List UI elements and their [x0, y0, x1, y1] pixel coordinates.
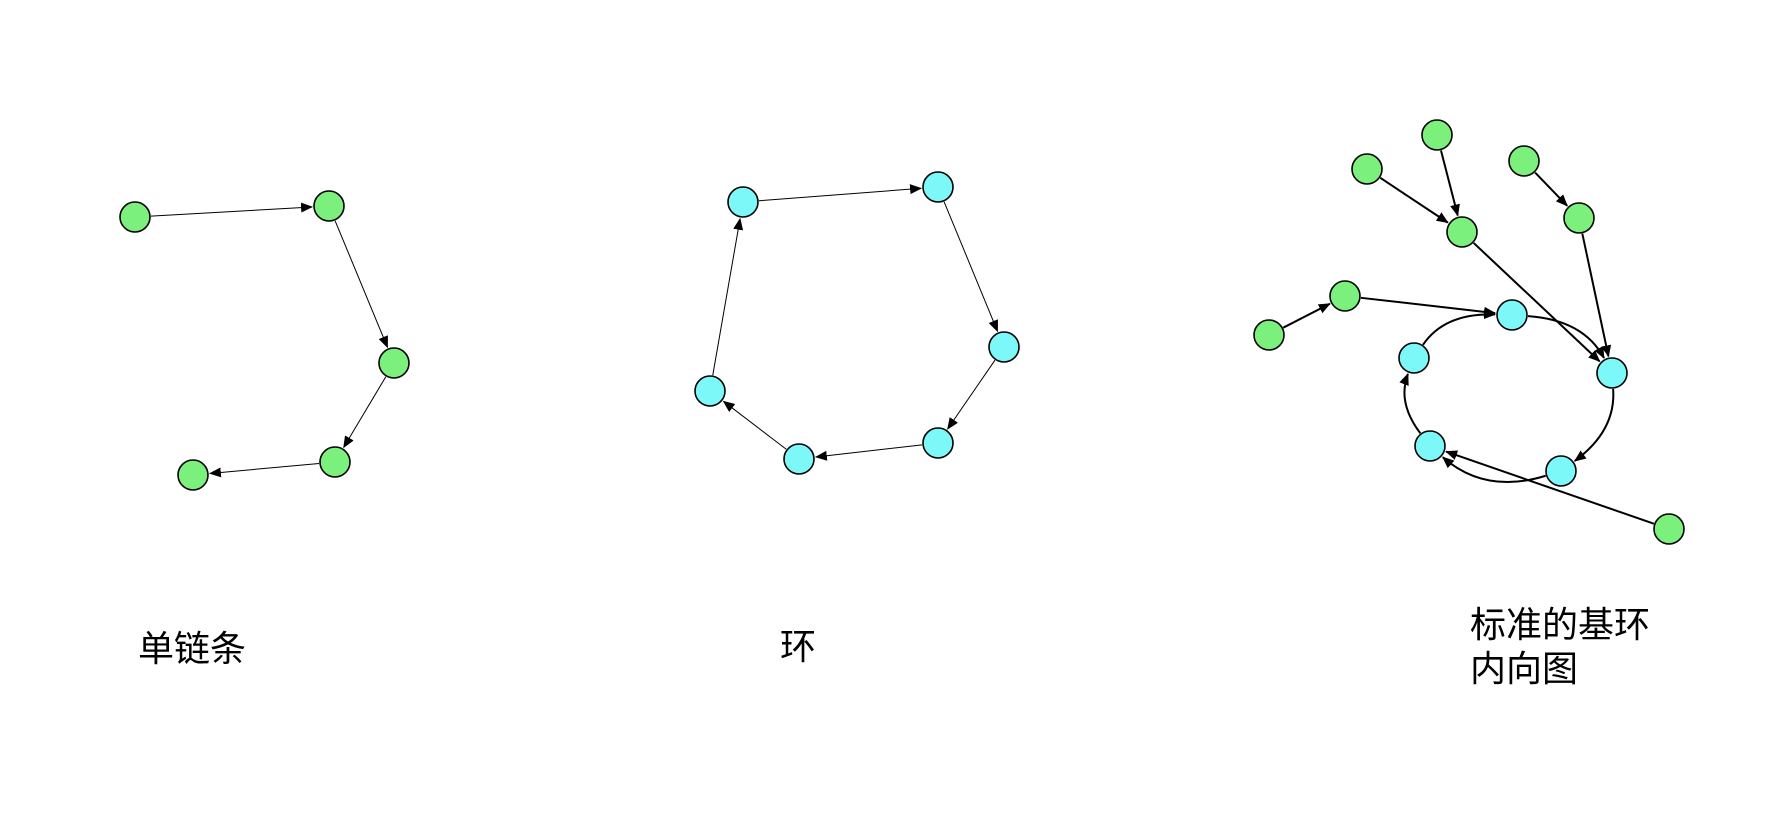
edges-layer — [150, 150, 1655, 525]
edge-cycle-b3-b4 — [947, 359, 996, 430]
node-pseudotree-c5 — [1398, 342, 1430, 374]
node-pseudotree-c1 — [1496, 299, 1528, 331]
edge-pseudotree-t4-c2 — [1472, 242, 1601, 363]
edge-pseudotree-t3-t4 — [1379, 177, 1449, 224]
edge-pseudotree-c2-c3 — [1573, 388, 1615, 462]
edge-pseudotree-c3-c4 — [1442, 456, 1547, 483]
caption-pseudotree: 标准的基环 内向图 — [1470, 605, 1651, 690]
nodes-layer — [119, 119, 1685, 545]
caption-cycle: 环 — [780, 627, 817, 668]
node-pseudotree-t7 — [1563, 202, 1595, 234]
node-pseudotree-c4 — [1414, 430, 1446, 462]
node-pseudotree-t4 — [1446, 216, 1478, 248]
edge-pseudotree-t8-c4 — [1445, 450, 1655, 525]
node-chain-a2 — [313, 190, 345, 222]
node-cycle-b6 — [694, 375, 726, 407]
edge-pseudotree-c1-c2 — [1527, 315, 1605, 359]
node-chain-a1 — [119, 201, 151, 233]
node-pseudotree-t8 — [1653, 513, 1685, 545]
node-pseudotree-t6 — [1508, 145, 1540, 177]
edge-pseudotree-t6-t7 — [1534, 171, 1568, 207]
edge-cycle-b6-b1 — [712, 217, 744, 376]
edge-pseudotree-t5-t4 — [1440, 150, 1460, 217]
edge-pseudotree-t7-c2 — [1581, 233, 1612, 358]
node-chain-a5 — [177, 459, 209, 491]
edge-pseudotree-t2-c1 — [1360, 296, 1497, 317]
edge-chain-a4-a5 — [208, 462, 320, 478]
edge-chain-a2-a3 — [334, 220, 388, 349]
node-pseudotree-c2 — [1596, 357, 1628, 389]
node-pseudotree-t5 — [1421, 119, 1453, 151]
caption-single-chain: 单链条 — [138, 629, 247, 670]
node-cycle-b3 — [988, 331, 1020, 363]
edge-pseudotree-c4-c5 — [1399, 372, 1422, 434]
node-pseudotree-c3 — [1545, 455, 1577, 487]
node-chain-a3 — [378, 347, 410, 379]
edge-pseudotree-c5-c1 — [1422, 309, 1497, 346]
node-cycle-b4 — [922, 427, 954, 459]
edge-cycle-b4-b5 — [814, 444, 923, 461]
node-cycle-b1 — [727, 186, 759, 218]
edge-chain-a3-a4 — [343, 376, 387, 449]
edge-cycle-b5-b6 — [722, 400, 787, 450]
node-chain-a4 — [319, 446, 351, 478]
edge-chain-a1-a2 — [150, 202, 314, 217]
node-pseudotree-t1 — [1253, 319, 1285, 351]
edge-pseudotree-t1-t2 — [1282, 302, 1331, 329]
node-cycle-b5 — [783, 443, 815, 475]
edge-cycle-b2-b3 — [943, 201, 998, 333]
node-cycle-b2 — [922, 171, 954, 203]
node-pseudotree-t2 — [1329, 280, 1361, 312]
node-pseudotree-t3 — [1351, 153, 1383, 185]
edge-cycle-b1-b2 — [758, 184, 923, 202]
